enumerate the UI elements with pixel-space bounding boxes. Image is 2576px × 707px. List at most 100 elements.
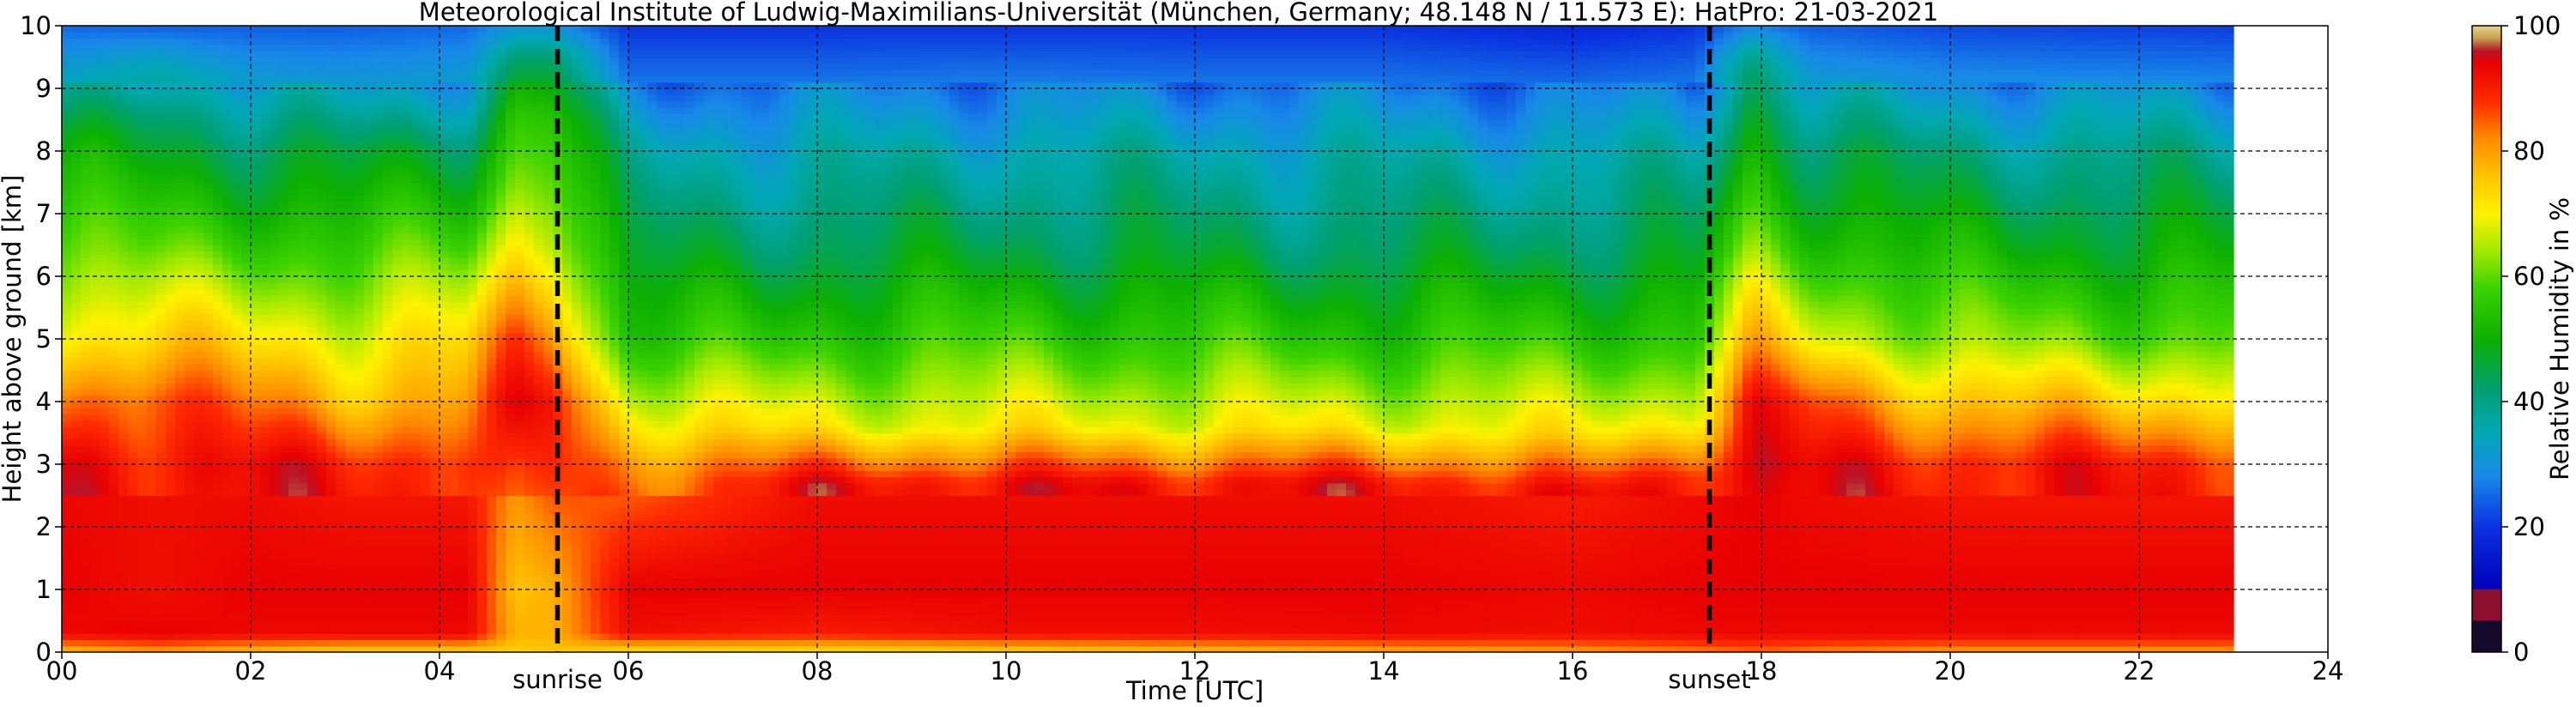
heatmap-cell xyxy=(100,470,110,477)
heatmap-cell xyxy=(118,69,129,76)
heatmap-cell xyxy=(411,201,421,208)
heatmap-cell xyxy=(355,451,365,458)
heatmap-cell xyxy=(392,113,403,120)
heatmap-cell xyxy=(81,383,91,390)
heatmap-cell xyxy=(336,151,346,158)
heatmap-cell xyxy=(373,39,384,45)
heatmap-cell xyxy=(279,345,289,352)
heatmap-cell xyxy=(175,439,185,446)
heatmap-cell xyxy=(496,608,506,615)
heatmap-cell xyxy=(232,621,242,628)
heatmap-cell xyxy=(421,301,431,308)
heatmap-cell xyxy=(118,164,129,171)
heatmap-cell xyxy=(298,420,308,427)
heatmap-cell xyxy=(194,138,204,145)
heatmap-cell xyxy=(336,295,346,302)
heatmap-cell xyxy=(194,233,204,239)
heatmap-cell xyxy=(449,345,459,352)
heatmap-cell xyxy=(147,445,157,452)
heatmap-cell xyxy=(288,195,299,202)
heatmap-cell xyxy=(279,451,289,458)
heatmap-cell xyxy=(468,639,478,646)
heatmap-cell xyxy=(383,157,393,164)
heatmap-cell xyxy=(477,176,488,183)
heatmap-cell xyxy=(203,233,214,239)
heatmap-cell xyxy=(288,295,299,302)
heatmap-cell xyxy=(307,276,318,283)
heatmap-cell xyxy=(336,371,346,378)
heatmap-cell xyxy=(458,132,469,139)
heatmap-cell xyxy=(355,57,365,64)
heatmap-cell xyxy=(524,527,535,534)
heatmap-cell xyxy=(496,383,506,390)
heatmap-cell xyxy=(81,88,91,95)
heatmap-cell xyxy=(402,32,412,39)
heatmap-cell xyxy=(449,402,459,408)
heatmap-cell xyxy=(241,502,252,509)
heatmap-cell xyxy=(213,138,223,145)
heatmap-cell xyxy=(251,514,261,521)
heatmap-cell xyxy=(383,514,393,521)
heatmap-cell xyxy=(166,233,176,239)
heatmap-cell xyxy=(90,257,100,264)
heatmap-cell xyxy=(439,201,450,208)
heatmap-cell xyxy=(194,69,204,76)
heatmap-cell xyxy=(260,358,270,365)
heatmap-cell xyxy=(175,320,185,327)
heatmap-cell xyxy=(449,540,459,547)
heatmap-cell xyxy=(81,251,91,258)
heatmap-cell xyxy=(317,533,327,540)
heatmap-cell xyxy=(288,621,299,628)
heatmap-cell xyxy=(175,358,185,365)
heatmap-cell xyxy=(222,320,233,327)
heatmap-cell xyxy=(326,295,336,302)
heatmap-cell xyxy=(373,308,384,315)
heatmap-cell xyxy=(128,389,138,396)
heatmap-cell xyxy=(241,496,252,503)
heatmap-cell xyxy=(317,426,327,433)
heatmap-cell xyxy=(373,420,384,427)
heatmap-cell xyxy=(355,496,365,503)
heatmap-cell xyxy=(137,126,148,133)
heatmap-cell xyxy=(421,39,431,45)
heatmap-cell xyxy=(109,94,119,101)
heatmap-cell xyxy=(203,339,214,346)
heatmap-cell xyxy=(232,308,242,315)
heatmap-cell xyxy=(458,358,469,365)
heatmap-cell xyxy=(213,107,223,114)
heatmap-cell xyxy=(336,157,346,164)
heatmap-cell xyxy=(468,589,478,596)
heatmap-cell xyxy=(430,602,440,609)
heatmap-cell xyxy=(449,132,459,139)
heatmap-cell xyxy=(383,227,393,233)
heatmap-cell xyxy=(449,32,459,39)
heatmap-cell xyxy=(468,489,478,496)
heatmap-cell xyxy=(421,577,431,583)
heatmap-cell xyxy=(147,595,157,602)
heatmap-cell xyxy=(232,257,242,264)
heatmap-cell xyxy=(487,76,497,82)
heatmap-cell xyxy=(317,251,327,258)
heatmap-cell xyxy=(185,201,195,208)
heatmap-cell xyxy=(213,589,223,596)
heatmap-cell xyxy=(90,496,100,503)
heatmap-cell xyxy=(128,577,138,583)
heatmap-cell xyxy=(411,176,421,183)
heatmap-cell xyxy=(345,326,355,333)
heatmap-cell xyxy=(487,57,497,64)
heatmap-cell xyxy=(203,195,214,202)
heatmap-cell xyxy=(355,157,365,164)
heatmap-cell xyxy=(90,39,100,45)
heatmap-cell xyxy=(487,289,497,296)
heatmap-cell xyxy=(345,577,355,583)
heatmap-cell xyxy=(118,120,129,127)
heatmap-cell xyxy=(260,214,270,221)
heatmap-cell xyxy=(232,189,242,196)
heatmap-cell xyxy=(506,289,516,296)
heatmap-cell xyxy=(109,489,119,496)
heatmap-cell xyxy=(449,559,459,565)
heatmap-cell xyxy=(524,239,535,245)
heatmap-cell xyxy=(100,514,110,521)
heatmap-cell xyxy=(421,470,431,477)
heatmap-cell xyxy=(81,420,91,427)
